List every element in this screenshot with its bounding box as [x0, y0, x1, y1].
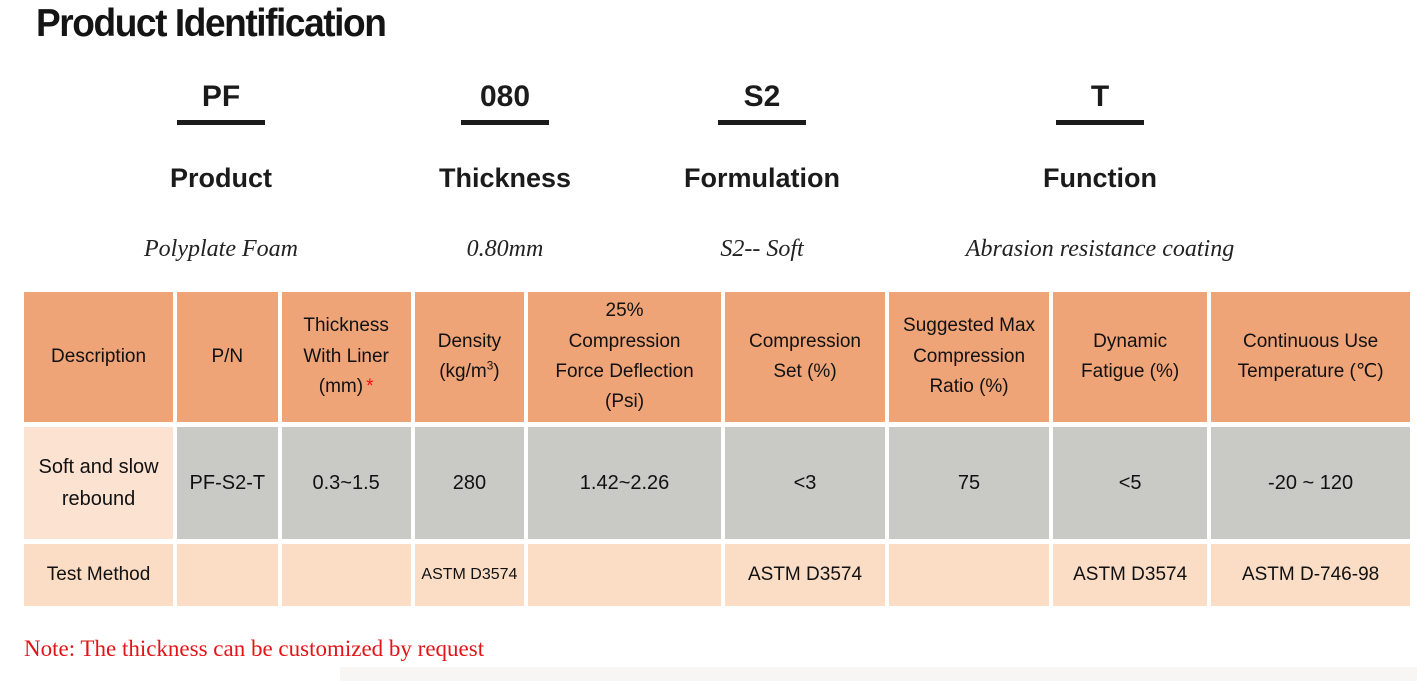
code-description: S2-- Soft: [720, 236, 804, 262]
header-text: Dynamic: [1093, 330, 1168, 352]
code-group-function: T Function Abrasion resistance coating: [925, 82, 1275, 263]
required-asterisk: *: [366, 376, 374, 398]
header-cell-compression-force-deflection: 25% Compression Force Deflection (Psi): [528, 292, 721, 422]
code-group-formulation: S2 Formulation S2-- Soft: [637, 82, 887, 263]
header-text: Compression: [913, 345, 1026, 367]
header-text: (mm) *: [319, 372, 374, 402]
header-text: Ratio (%): [929, 376, 1009, 398]
cell-description: Soft and slow rebound: [24, 427, 174, 539]
header-cell-description: Description: [24, 292, 174, 422]
header-text: P/N: [211, 345, 244, 367]
page-title: Product Identification: [36, 2, 387, 45]
code-underline: [461, 120, 549, 125]
header-text: (kg/m: [439, 361, 487, 382]
header-text: Set (%): [773, 361, 837, 382]
cell-text: Soft and slow rebound: [38, 456, 159, 510]
cell-suggested-max-compression-ratio: 75: [889, 427, 1050, 539]
header-text: Temperature (℃): [1237, 361, 1384, 382]
cell-test-method-pn: [177, 544, 278, 606]
header-text: (kg/m3): [439, 357, 499, 387]
code-underline: [718, 120, 806, 125]
code-description: Abrasion resistance coating: [965, 236, 1235, 262]
spec-table: Description P/N Thickness With Liner (mm…: [24, 292, 1410, 606]
header-text: Thickness: [303, 315, 389, 337]
header-text: Compression: [568, 330, 681, 352]
code-group-product: PF Product Polyplate Foam: [96, 82, 346, 263]
cell-continuous-use-temperature: -20 ~ 120: [1211, 427, 1410, 539]
code-group-thickness: 080 Thickness 0.80mm: [380, 82, 630, 263]
header-text: Description: [51, 345, 147, 367]
header-text: Fatigue (%): [1081, 361, 1180, 382]
header-cell-thickness-with-liner: Thickness With Liner (mm) *: [281, 292, 411, 422]
code-value: T: [1090, 80, 1110, 113]
cell-compression-set: <3: [724, 427, 886, 539]
cell-thickness-with-liner: 0.3~1.5: [281, 427, 411, 539]
header-text: (Psi): [605, 391, 645, 413]
code-label: Thickness: [438, 163, 572, 193]
cell-test-method-suggested-max: [889, 544, 1050, 606]
cell-test-method-dynamic-fatigue: ASTM D3574: [1053, 544, 1208, 606]
header-cell-density: Density (kg/m3): [414, 292, 525, 422]
code-description: 0.80mm: [466, 236, 544, 262]
cell-dynamic-fatigue: <5: [1053, 427, 1208, 539]
header-text: (mm): [318, 376, 364, 398]
code-value: S2: [743, 80, 781, 113]
cell-test-method-cfd: [528, 544, 721, 606]
bottom-divider-band: [340, 667, 1417, 681]
cell-pn: PF-S2-T: [177, 427, 278, 539]
cell-test-method-continuous-use-temp: ASTM D-746-98: [1211, 544, 1410, 606]
cell-test-method-compression-set: ASTM D3574: [724, 544, 886, 606]
header-text: Density: [437, 330, 502, 352]
header-text: Continuous Use: [1242, 330, 1379, 352]
code-label: Function: [1043, 163, 1157, 193]
code-description: Polyplate Foam: [144, 236, 298, 262]
header-cell-continuous-use-temperature: Continuous Use Temperature (℃): [1211, 292, 1410, 422]
cell-test-method-thickness: [281, 544, 411, 606]
superscript: 3: [486, 359, 494, 373]
header-cell-pn: P/N: [177, 292, 278, 422]
header-cell-compression-set: Compression Set (%): [724, 292, 886, 422]
code-underline: [177, 120, 265, 125]
header-text: Force Deflection: [555, 361, 694, 382]
code-value: PF: [201, 80, 241, 113]
code-underline: [1056, 120, 1144, 125]
header-text: With Liner: [303, 345, 389, 367]
cell-test-method-density: ASTM D3574: [414, 544, 525, 606]
header-text: ): [493, 361, 500, 382]
header-cell-suggested-max-compression-ratio: Suggested Max Compression Ratio (%): [889, 292, 1050, 422]
header-text: Compression: [749, 330, 861, 352]
header-text: 25%: [605, 300, 644, 322]
code-value: 080: [479, 80, 531, 113]
code-label: Formulation: [684, 163, 840, 193]
code-label: Product: [169, 163, 272, 193]
header-cell-dynamic-fatigue: Dynamic Fatigue (%): [1053, 292, 1208, 422]
cell-test-method-label: Test Method: [24, 544, 174, 606]
header-text: Suggested Max: [903, 315, 1036, 337]
cell-compression-force-deflection: 1.42~2.26: [528, 427, 721, 539]
cell-density: 280: [414, 427, 525, 539]
thickness-note: Note: The thickness can be customized by…: [24, 636, 485, 661]
